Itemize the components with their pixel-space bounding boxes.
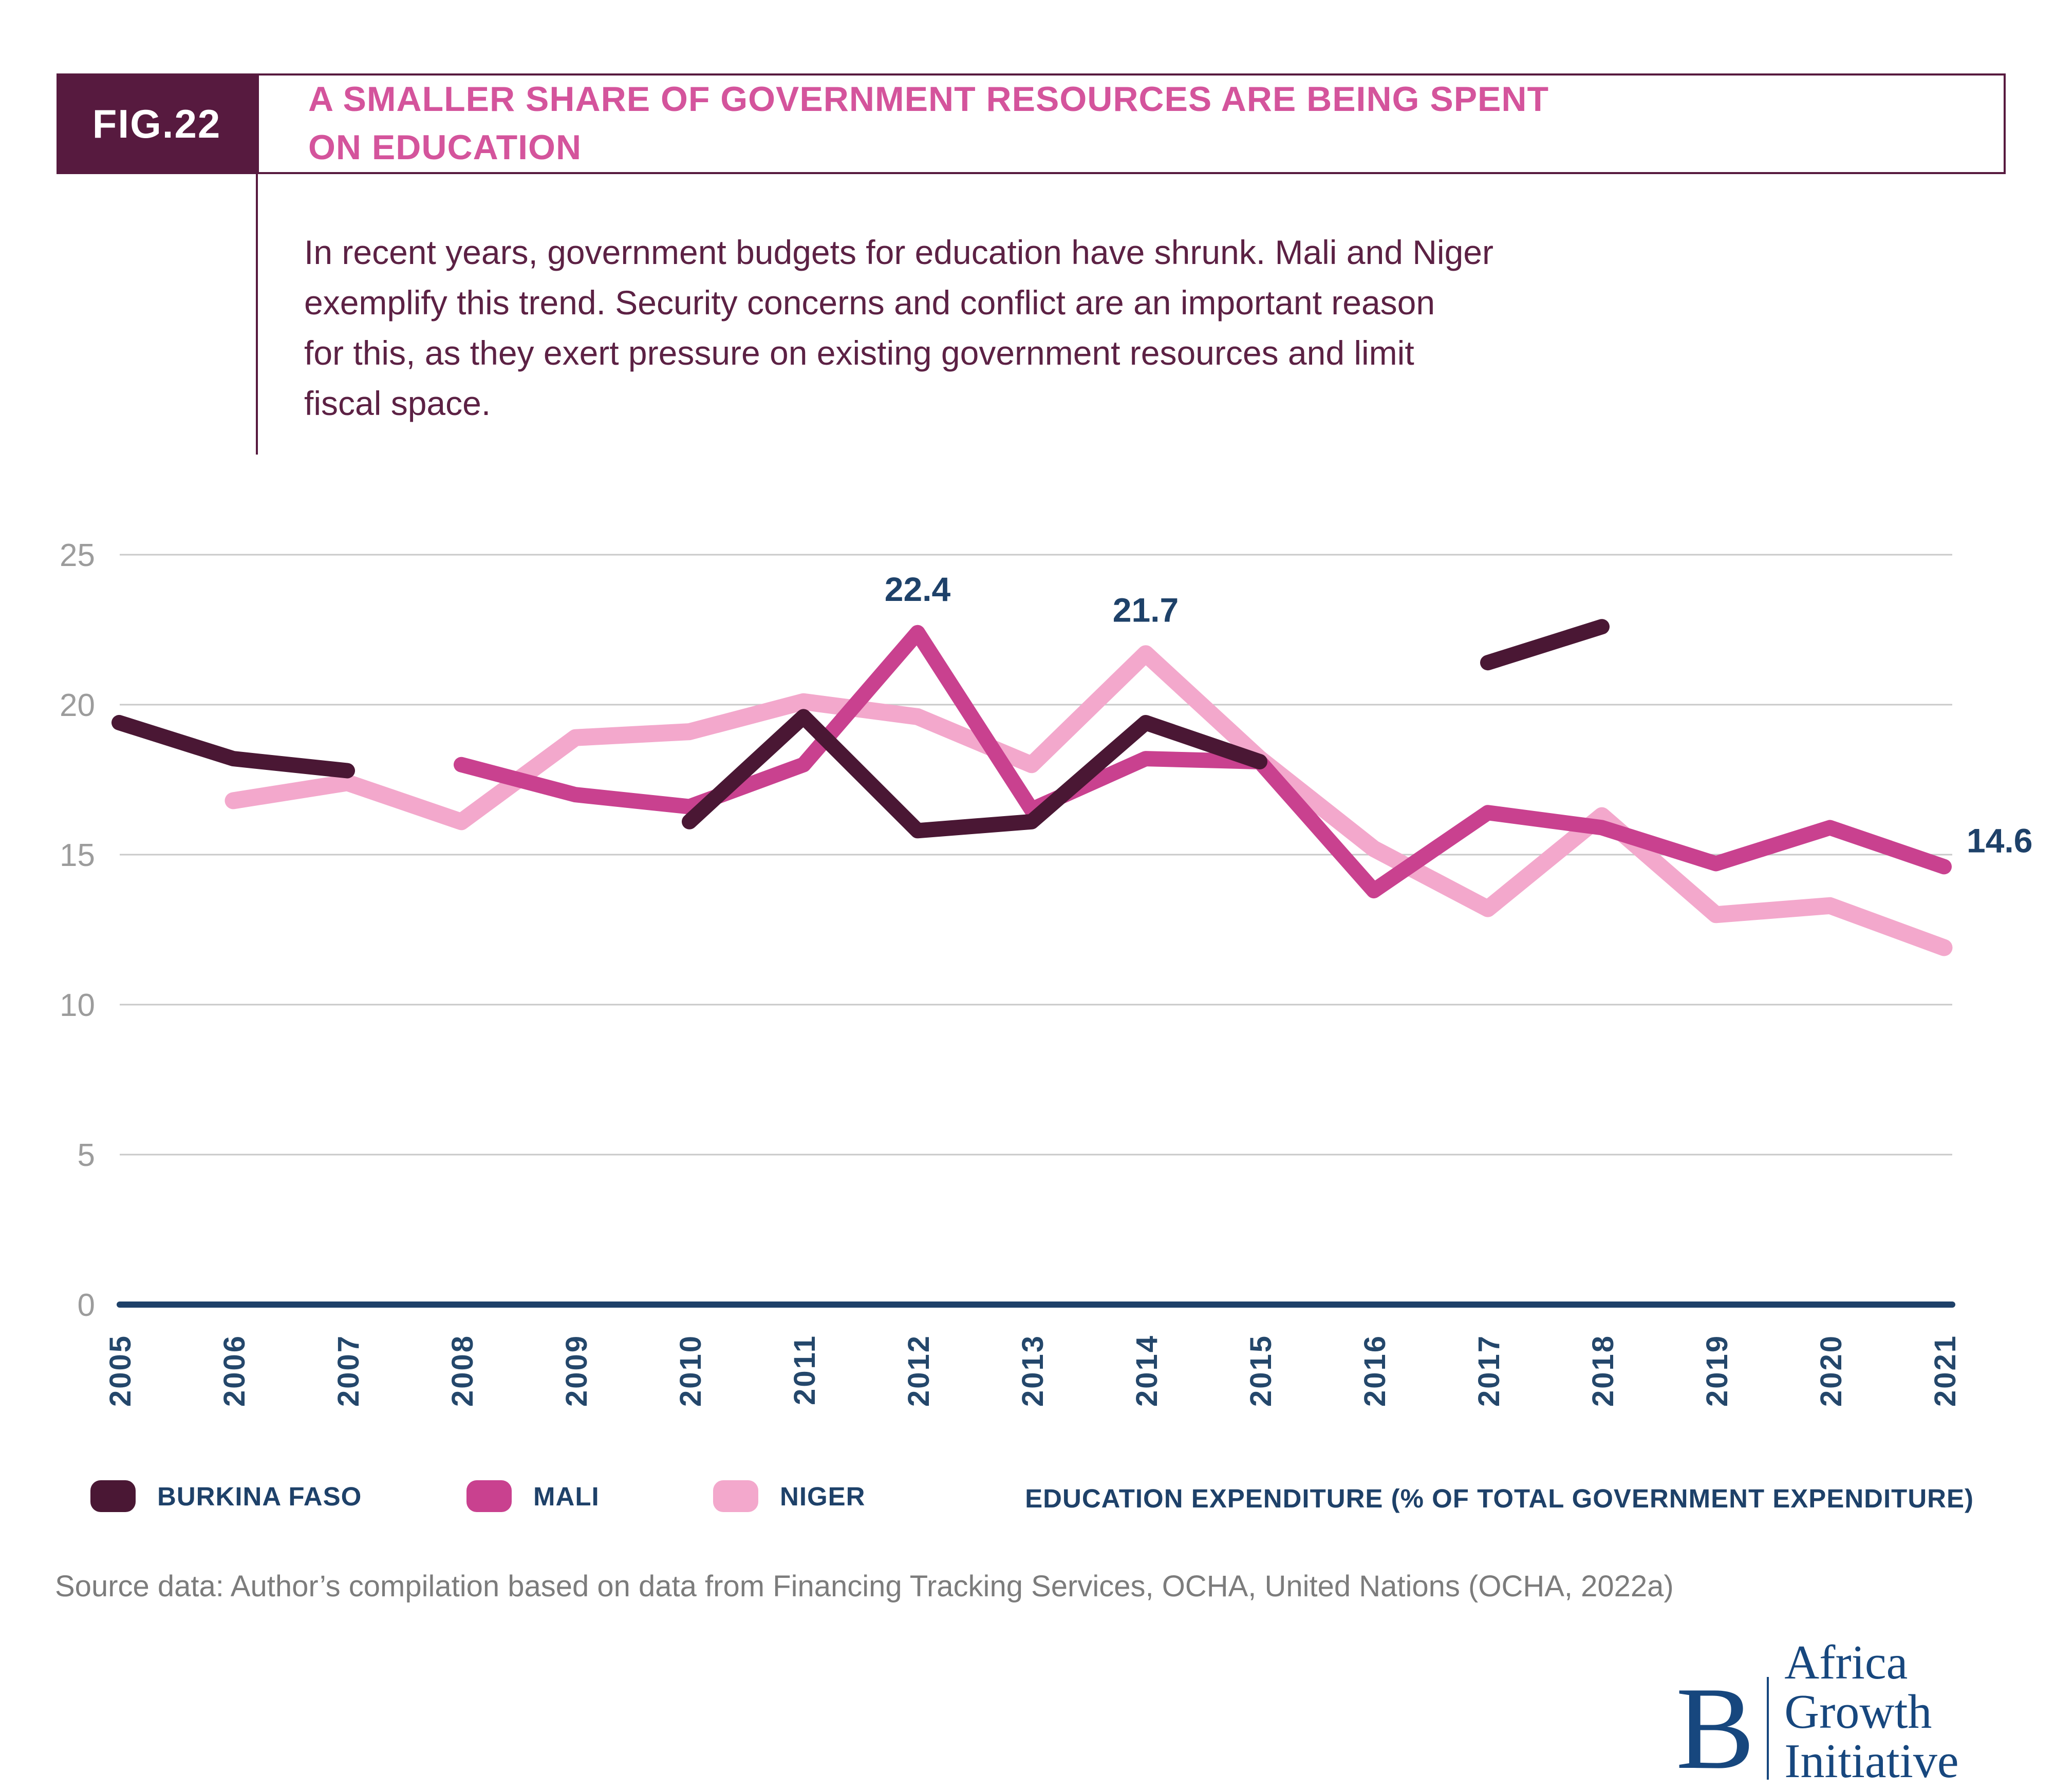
description-rule	[256, 174, 258, 455]
legend-item-burkina-faso: BURKINA FASO	[90, 1479, 362, 1513]
legend-item-niger: NIGER	[713, 1479, 866, 1513]
brookings-logo-b: B	[1676, 1662, 1755, 1792]
x-tick-label-2007: 2007	[332, 1334, 365, 1407]
y-tick-label-5: 5	[78, 1138, 95, 1173]
x-tick-label-2018: 2018	[1586, 1334, 1620, 1407]
line-niger	[225, 645, 1953, 956]
figure-description: In recent years, government budgets for …	[304, 233, 1493, 422]
x-tick-label-2010: 2010	[674, 1334, 707, 1407]
y-tick-label-25: 25	[60, 538, 95, 573]
logo-line-2: Initiative	[1784, 1734, 1959, 1788]
legend-swatch-niger	[713, 1480, 758, 1512]
x-tick-label-2011: 2011	[788, 1334, 821, 1405]
x-tick-label-2021: 2021	[1929, 1334, 1962, 1407]
legend-label-burkina-faso: BURKINA FASO	[157, 1481, 362, 1511]
x-tick-label-2017: 2017	[1472, 1334, 1506, 1407]
logo-line-1: Africa Growth	[1784, 1635, 1932, 1739]
value-label-mali-2012: 22.4	[885, 570, 951, 608]
legend-swatch-burkina-faso	[90, 1480, 136, 1512]
x-tick-label-2012: 2012	[902, 1334, 936, 1407]
source-note: Source data: Author’s compilation based …	[55, 1570, 1674, 1603]
page-title: A SMALLER SHARE OF GOVERNMENT RESOURCES …	[308, 80, 1549, 167]
brookings-logo: B Africa Growth Initiative at BROOKINGS	[1676, 1638, 2055, 1792]
value-label-niger-2014: 21.7	[1113, 591, 1179, 629]
figure-tag-label: FIG.22	[92, 101, 221, 146]
figure-tag: FIG.22	[57, 73, 257, 174]
x-tick-label-2006: 2006	[218, 1334, 251, 1407]
line-mali	[454, 625, 1952, 899]
x-tick-label-2008: 2008	[446, 1334, 479, 1407]
legend-swatch-mali	[466, 1480, 512, 1512]
legend-label-niger: NIGER	[780, 1481, 866, 1511]
y-tick-label-0: 0	[78, 1288, 95, 1323]
x-tick-label-2020: 2020	[1815, 1334, 1848, 1407]
value-label-mali-2021: 14.6	[1967, 821, 2032, 859]
x-tick-label-2013: 2013	[1016, 1334, 1050, 1407]
x-tick-label-2015: 2015	[1244, 1334, 1278, 1407]
x-tick-label-2005: 2005	[104, 1334, 137, 1407]
logo-line-3: at BROOKINGS	[1784, 1790, 2055, 1792]
y-tick-label-15: 15	[60, 838, 95, 873]
brookings-logo-text: Africa Growth Initiative at BROOKINGS	[1784, 1638, 2055, 1792]
y-tick-label-20: 20	[60, 688, 95, 723]
title-box: A SMALLER SHARE OF GOVERNMENT RESOURCES …	[257, 73, 2006, 174]
x-tick-label-2019: 2019	[1701, 1334, 1734, 1407]
legend-label-mali: MALI	[533, 1481, 600, 1511]
line-chart: 0 5 10 15 20 25 2005 2006 2007 2008 2009 2010 2011 20…	[60, 538, 2032, 1407]
x-tick-label-2016: 2016	[1358, 1334, 1392, 1407]
x-tick-label-2014: 2014	[1130, 1334, 1164, 1407]
legend-item-mali: MALI	[466, 1479, 600, 1513]
y-tick-label-10: 10	[60, 988, 95, 1023]
line-burkina-faso	[111, 619, 1610, 839]
axis-note: EDUCATION EXPENDITURE (% OF TOTAL GOVERN…	[1025, 1484, 1974, 1513]
brookings-logo-divider	[1767, 1676, 1769, 1780]
x-tick-label-2009: 2009	[560, 1334, 593, 1407]
